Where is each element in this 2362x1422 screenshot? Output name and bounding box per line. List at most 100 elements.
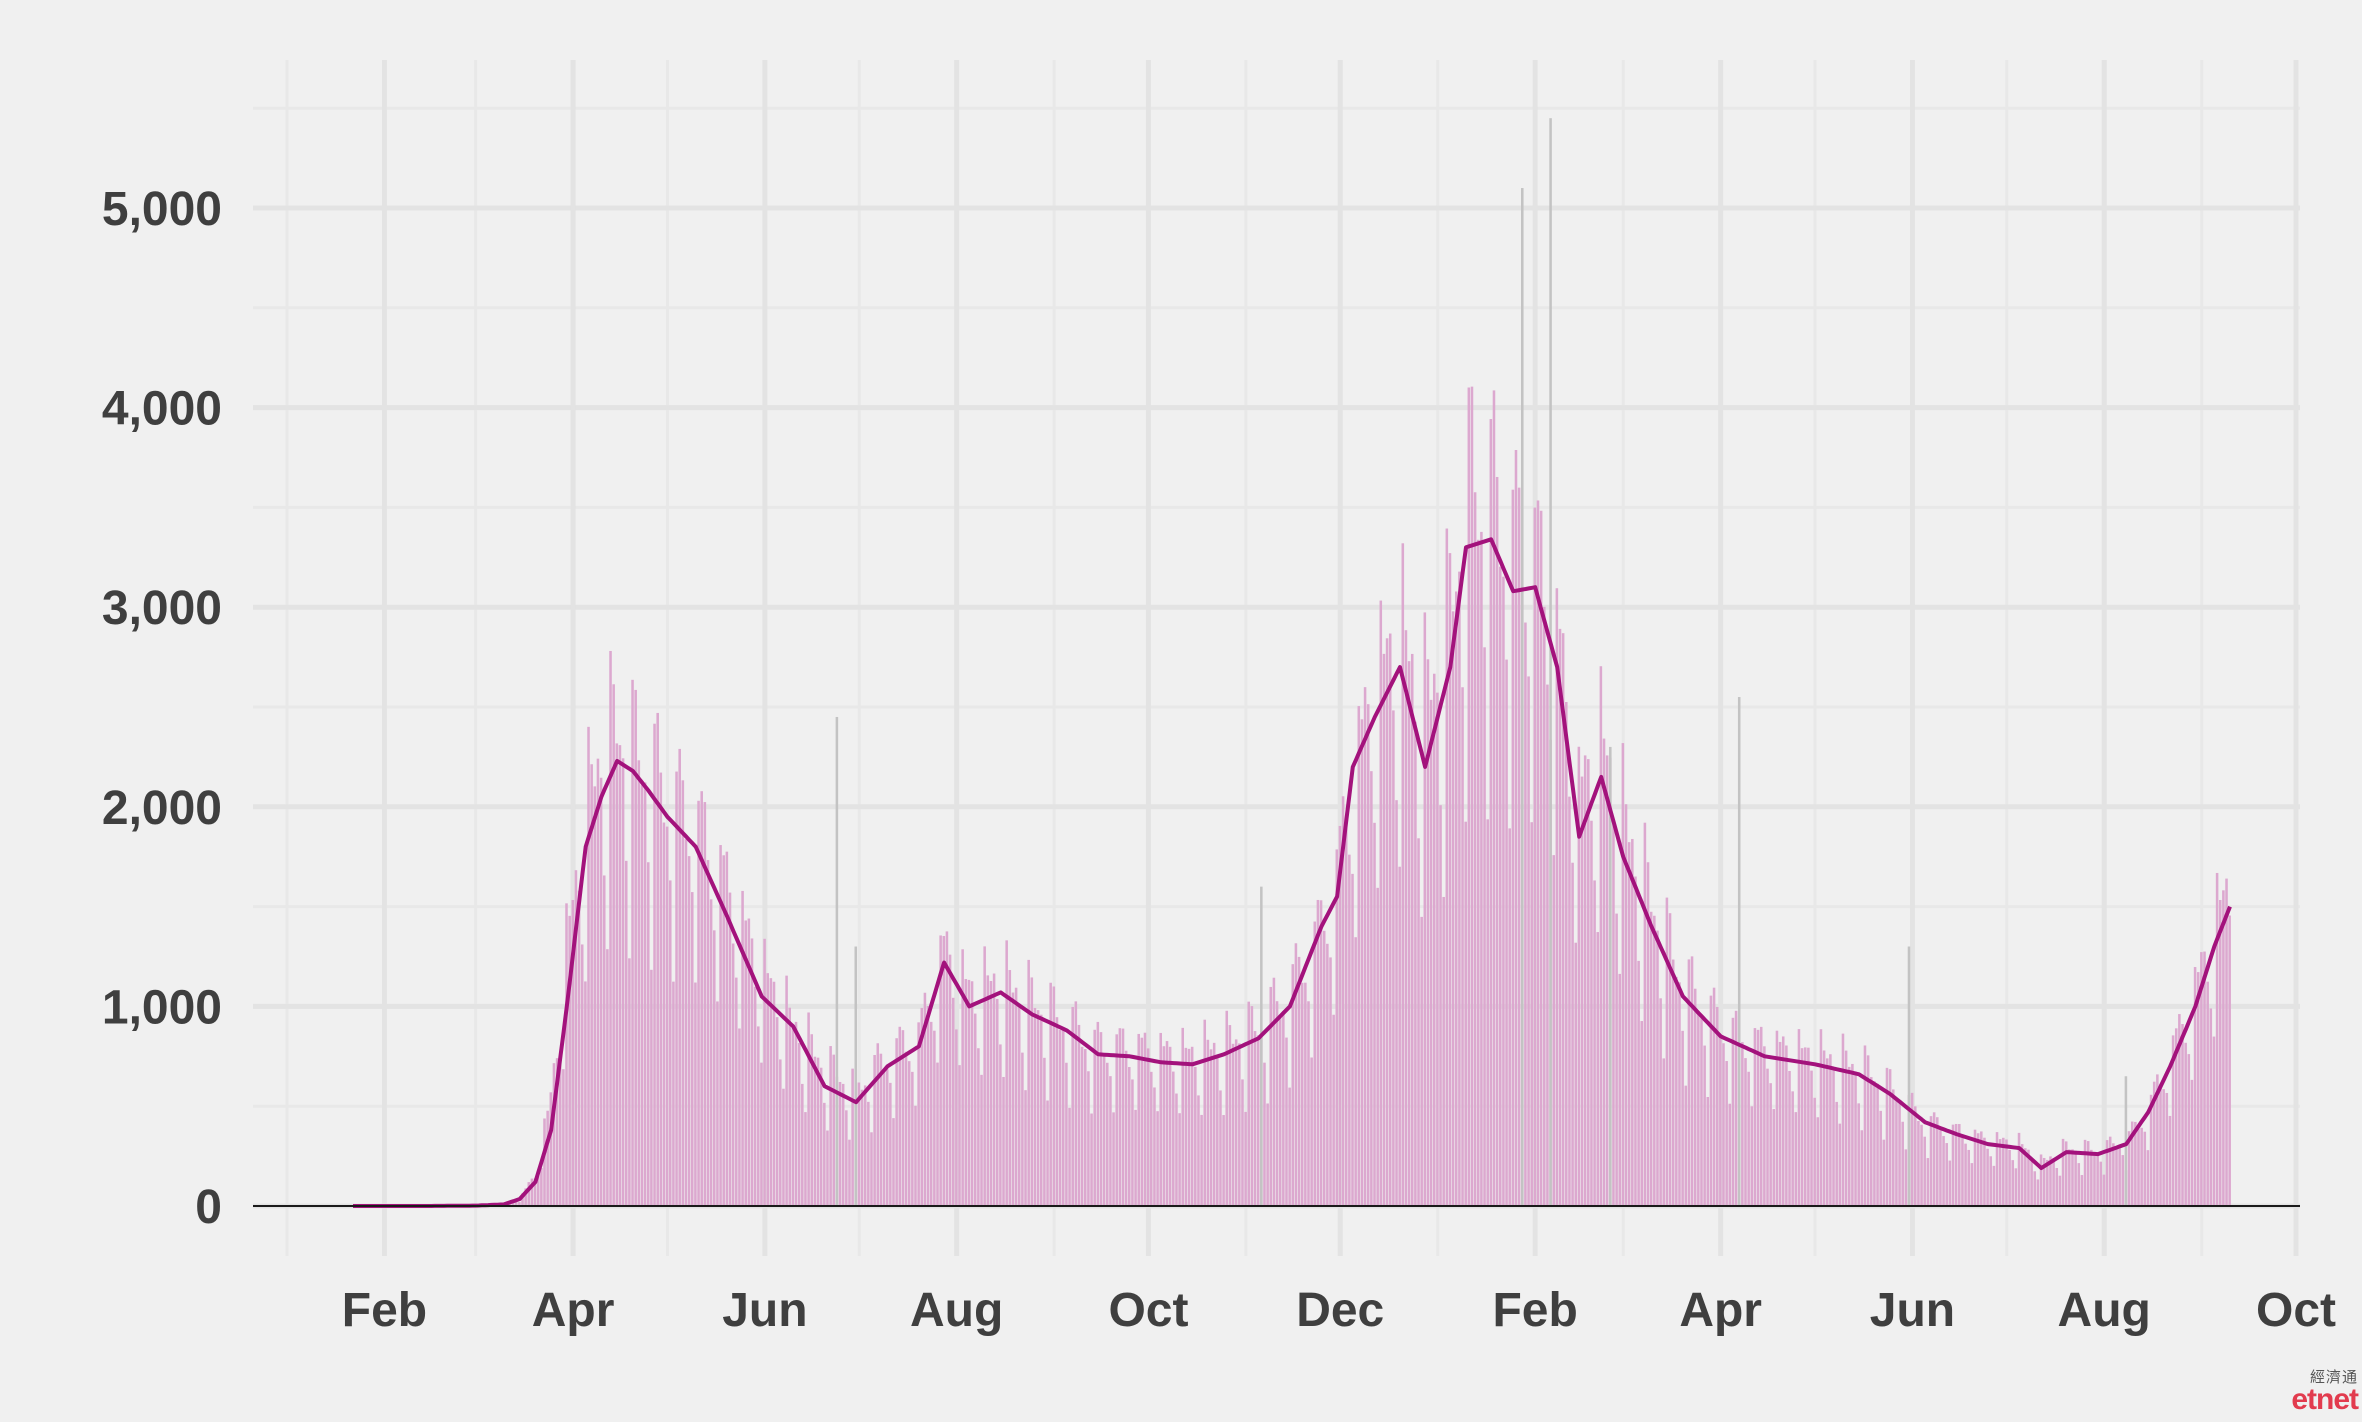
daily-bar xyxy=(1744,1058,1747,1206)
daily-bar xyxy=(741,891,744,1206)
daily-bar xyxy=(1600,666,1603,1206)
daily-bar xyxy=(914,1106,917,1206)
daily-bar xyxy=(622,758,625,1206)
daily-bar xyxy=(1034,1008,1037,1206)
daily-bar xyxy=(1323,931,1326,1206)
x-tick-label: Jun xyxy=(722,1284,807,1337)
daily-bar xyxy=(2096,1153,2099,1206)
daily-bar xyxy=(631,680,634,1206)
daily-bar xyxy=(1813,1098,1816,1206)
daily-bar xyxy=(1512,490,1515,1206)
daily-bar xyxy=(1015,988,1018,1206)
daily-bar xyxy=(1942,1136,1945,1206)
daily-bar xyxy=(1615,914,1618,1206)
daily-bar xyxy=(782,1089,785,1206)
daily-bar xyxy=(1773,1109,1776,1206)
daily-bar xyxy=(1194,1067,1197,1206)
daily-bar xyxy=(1376,888,1379,1206)
daily-bar xyxy=(1883,1140,1886,1206)
daily-bar xyxy=(1238,1043,1241,1206)
daily-bar xyxy=(1097,1022,1100,1206)
daily-bar xyxy=(1622,743,1625,1206)
daily-bar xyxy=(760,1063,763,1206)
daily-bar xyxy=(1864,1045,1867,1206)
daily-bar xyxy=(1798,1029,1801,1206)
daily-bar xyxy=(628,958,631,1206)
daily-bar xyxy=(732,944,735,1206)
daily-bar xyxy=(820,1068,823,1206)
daily-bar xyxy=(1559,629,1562,1206)
daily-bar xyxy=(1515,450,1518,1206)
daily-bar xyxy=(867,1102,870,1206)
daily-bar xyxy=(1241,1079,1244,1206)
daily-bar xyxy=(1596,932,1599,1206)
daily-bar xyxy=(578,891,581,1206)
daily-bar xyxy=(1612,824,1615,1206)
daily-bar xyxy=(1295,943,1298,1206)
daily-bar xyxy=(832,1055,835,1206)
daily-bar xyxy=(1225,1011,1228,1206)
daily-bar xyxy=(1810,1071,1813,1206)
daily-bar xyxy=(650,970,653,1206)
daily-bar xyxy=(1785,1045,1788,1206)
daily-bar xyxy=(1317,900,1320,1206)
daily-bar xyxy=(565,903,568,1206)
daily-bar xyxy=(1345,821,1348,1206)
daily-bar xyxy=(754,987,757,1206)
x-tick-label: Dec xyxy=(1296,1284,1384,1337)
x-tick-label: Feb xyxy=(1492,1284,1577,1337)
daily-bar xyxy=(763,939,766,1206)
daily-bar xyxy=(1464,822,1467,1206)
daily-bar xyxy=(1769,1083,1772,1206)
daily-bar xyxy=(1801,1048,1804,1206)
daily-bar xyxy=(1499,567,1502,1206)
daily-bar xyxy=(1735,1011,1738,1206)
daily-bar xyxy=(1455,591,1458,1206)
daily-bar xyxy=(669,880,672,1206)
daily-bar xyxy=(1068,1108,1071,1206)
y-tick-label: 0 xyxy=(195,1181,222,1234)
daily-bar xyxy=(814,1057,817,1206)
daily-bar xyxy=(839,1082,842,1206)
daily-bar xyxy=(1458,572,1461,1206)
daily-bar xyxy=(2018,1133,2021,1206)
daily-bar xyxy=(1213,1043,1216,1206)
daily-bar xyxy=(2040,1154,2043,1206)
daily-bar xyxy=(870,1132,873,1206)
daily-bar xyxy=(2184,1043,2187,1206)
daily-bar xyxy=(1829,1054,1832,1206)
daily-bar xyxy=(2210,1008,2213,1206)
daily-bar xyxy=(1150,1072,1153,1206)
daily-bar xyxy=(1417,838,1420,1206)
daily-bar xyxy=(1895,1101,1898,1206)
daily-bar xyxy=(543,1118,546,1206)
daily-bar xyxy=(1207,1040,1210,1206)
daily-bar xyxy=(1103,1056,1106,1207)
x-tick-label: Apr xyxy=(1679,1284,1762,1337)
daily-bar xyxy=(1628,842,1631,1206)
daily-bar xyxy=(845,1110,848,1206)
daily-bar xyxy=(886,1069,889,1206)
daily-bar xyxy=(1062,1030,1065,1206)
daily-bar xyxy=(1681,1031,1684,1206)
daily-bar xyxy=(1141,1038,1144,1206)
daily-bar xyxy=(1587,759,1590,1206)
daily-bar xyxy=(2122,1155,2125,1206)
daily-bar xyxy=(1024,1090,1027,1206)
daily-bar xyxy=(2005,1139,2008,1206)
daily-bar xyxy=(1320,900,1323,1206)
daily-bar xyxy=(716,1001,719,1206)
daily-bar xyxy=(1700,1015,1703,1206)
daily-bar xyxy=(1949,1161,1952,1206)
daily-bar xyxy=(1188,1049,1191,1206)
watermark: 經濟通 etnet xyxy=(2291,1370,2358,1415)
daily-bar xyxy=(1732,1018,1735,1206)
y-tick-label: 1,000 xyxy=(102,981,222,1034)
daily-bar xyxy=(1543,607,1546,1206)
daily-bar xyxy=(1691,956,1694,1206)
daily-bar xyxy=(1420,917,1423,1206)
daily-bar xyxy=(1590,821,1593,1206)
daily-bar xyxy=(2213,1037,2216,1206)
daily-bar xyxy=(1084,1049,1087,1206)
